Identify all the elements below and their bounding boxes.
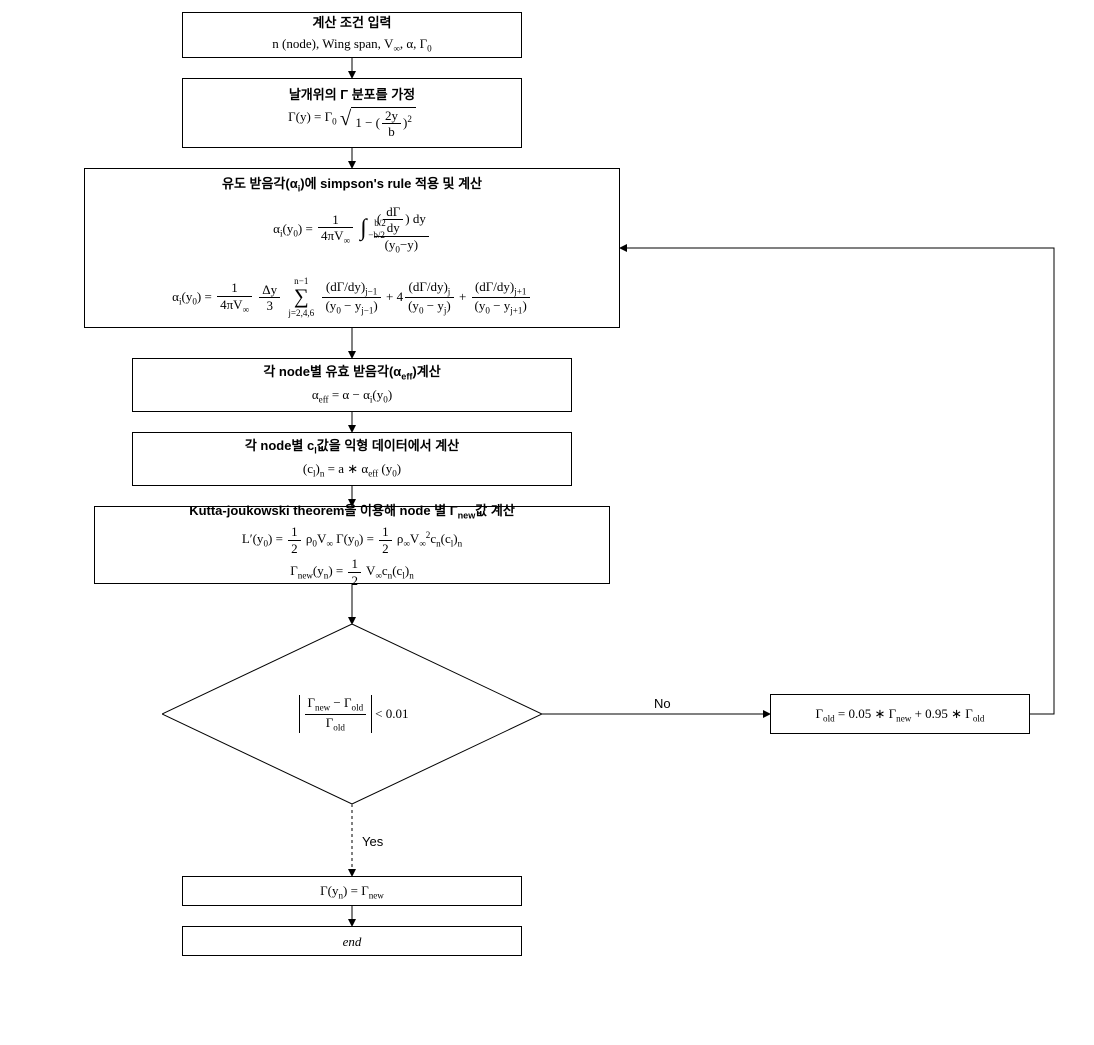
node-eq: Γold = 0.05 ∗ Γnew + 0.95 ∗ Γold xyxy=(816,704,985,726)
node-gamma-dist: 날개위의 Γ 분포를 가정 Γ(y) = Γ0 √1 − (2yb)2 xyxy=(182,78,522,148)
decision-convergence: Γnew − ΓoldΓold < 0.01 xyxy=(162,624,542,804)
node-title: 날개위의 Γ 분포를 가정 xyxy=(289,86,415,104)
node-title: Kutta-joukowski theorem을 이용해 node 별 Γnew… xyxy=(189,502,515,522)
node-cl: 각 node별 cl값을 익형 데이터에서 계산 (cl)n = a ∗ αef… xyxy=(132,432,572,486)
node-alpha-eff: 각 node별 유효 받음각(αeff)계산 αeff = α − αi(y0) xyxy=(132,358,572,412)
node-eq: αi(y0) = 14πV∞ b/2∫−b/2 (dΓdy) dy(y0−y)α… xyxy=(172,204,532,321)
node-end: end xyxy=(182,926,522,956)
node-update-gamma-old: Γold = 0.05 ∗ Γnew + 0.95 ∗ Γold xyxy=(770,694,1030,734)
node-eq: end xyxy=(343,932,362,952)
node-eq: (cl)n = a ∗ αeff (y0) xyxy=(303,459,401,481)
node-eq: αeff = α − αi(y0) xyxy=(312,385,392,407)
node-title: 각 node별 유효 받음각(αeff)계산 xyxy=(263,363,440,383)
edge-label-yes: Yes xyxy=(362,834,383,849)
edge-label-no: No xyxy=(654,696,671,711)
node-title: 계산 조건 입력 xyxy=(313,14,392,32)
node-assign-gamma: Γ(yn) = Γnew xyxy=(182,876,522,906)
node-title: 유도 받음각(αi)에 simpson's rule 적용 및 계산 xyxy=(222,175,482,195)
node-eq: Γ(yn) = Γnew xyxy=(320,881,384,903)
decision-eq: Γnew − ΓoldΓold < 0.01 xyxy=(162,624,542,804)
node-eq: n (node), Wing span, V∞, α, Γ0 xyxy=(272,34,431,56)
node-kutta: Kutta-joukowski theorem을 이용해 node 별 Γnew… xyxy=(94,506,610,584)
node-eq: Γ(y) = Γ0 √1 − (2yb)2 xyxy=(288,107,416,140)
node-eq: L′(y0) = 12 ρ0V∞ Γ(y0) = 12 ρ∞V∞2cn(cl)n… xyxy=(242,524,462,588)
node-input: 계산 조건 입력 n (node), Wing span, V∞, α, Γ0 xyxy=(182,12,522,58)
node-simpson: 유도 받음각(αi)에 simpson's rule 적용 및 계산 αi(y0… xyxy=(84,168,620,328)
node-title: 각 node별 cl값을 익형 데이터에서 계산 xyxy=(245,437,459,457)
